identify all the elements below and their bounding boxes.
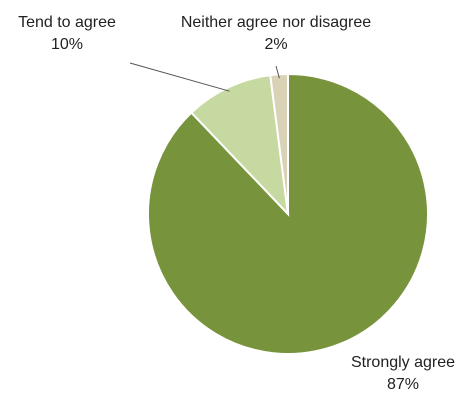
label-strongly-agree-value: 87% — [387, 376, 419, 393]
label-strongly-agree-name: Strongly agree — [351, 354, 455, 371]
leader-lines — [129, 62, 280, 92]
leader-tend-to-agree — [129, 62, 230, 92]
leader-neither — [275, 65, 280, 79]
slice-neither — [269, 72, 289, 215]
label-neither-value: 2% — [264, 36, 287, 53]
label-tend-to-agree-name: Tend to agree — [18, 14, 116, 31]
label-tend-to-agree-value: 10% — [51, 36, 83, 53]
slice-tend-to-agree — [189, 74, 290, 217]
slice-labels: Strongly agree 87% Tend to agree 10% Nei… — [18, 14, 455, 393]
pie-slices — [147, 72, 429, 355]
label-neither-name: Neither agree nor disagree — [181, 14, 371, 31]
